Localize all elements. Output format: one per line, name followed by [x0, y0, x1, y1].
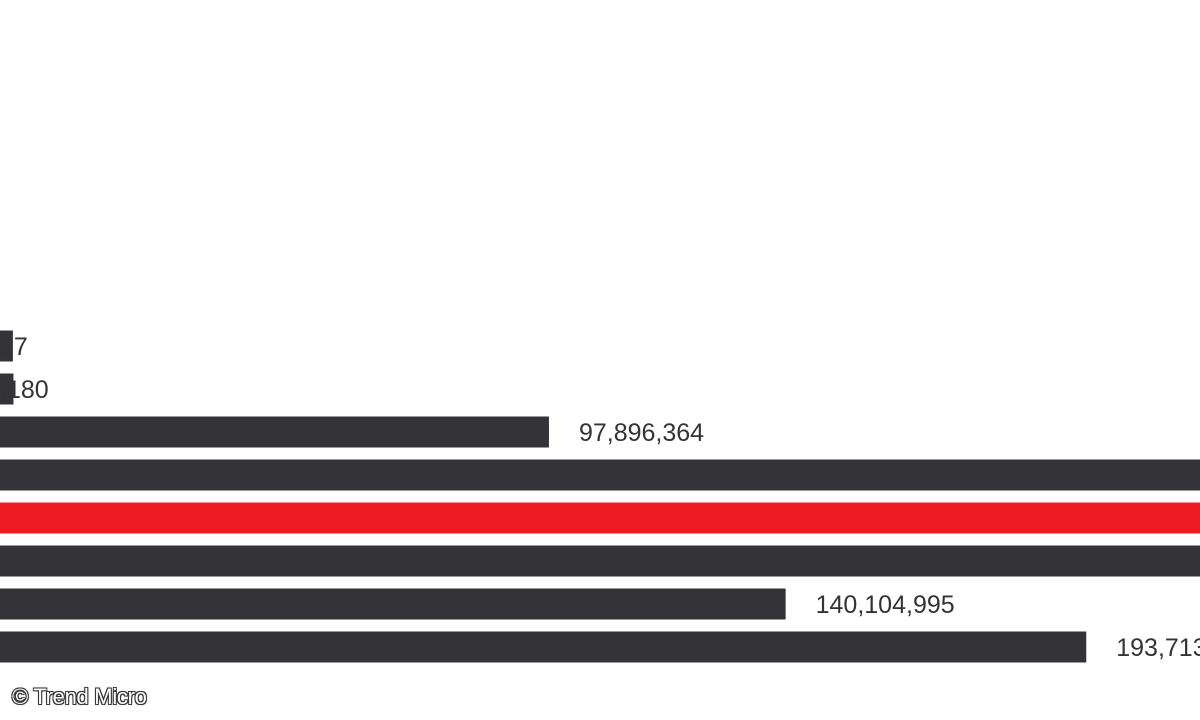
bar-value-label: 97,896,364 — [579, 419, 704, 447]
bar — [0, 330, 13, 362]
bar — [0, 588, 786, 620]
bar — [0, 416, 549, 448]
bar-value-label: 193,713,76 — [1116, 634, 1200, 662]
bar — [0, 459, 1200, 491]
bar-value-label: ,180 — [0, 376, 49, 404]
bar — [0, 631, 1087, 663]
bar-value-label: 27 — [0, 333, 28, 361]
bar-value-label: 140,104,995 — [816, 591, 955, 619]
bar-highlight — [0, 502, 1200, 534]
bar — [0, 373, 14, 405]
credit-text: © Trend Micro — [12, 684, 147, 709]
bar — [0, 545, 1200, 577]
